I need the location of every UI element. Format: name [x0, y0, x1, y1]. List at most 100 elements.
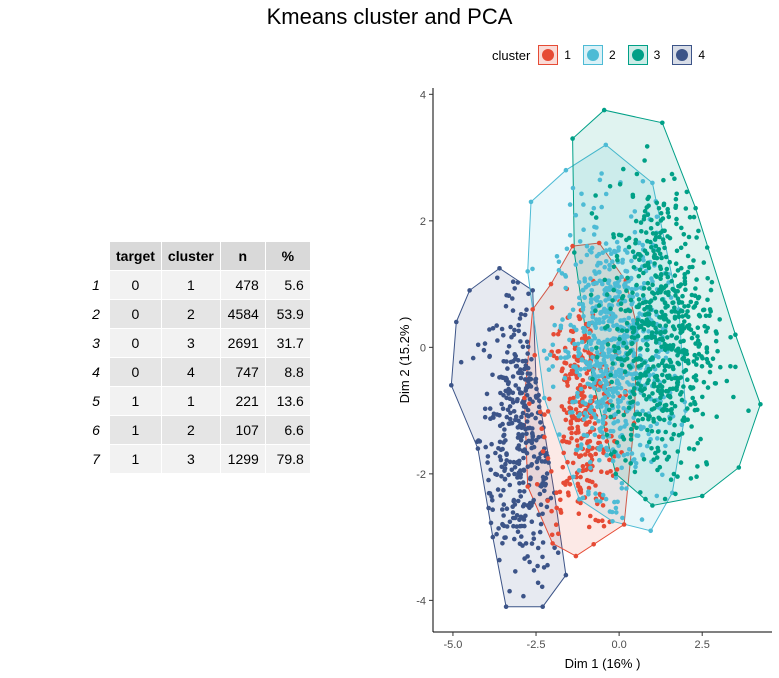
cluster-3-point	[669, 346, 674, 351]
cluster-4-point	[507, 404, 513, 409]
cluster-2-point	[614, 239, 620, 245]
cluster-2-point	[650, 180, 655, 186]
cluster-3-point	[696, 312, 702, 318]
cluster-3-point	[655, 221, 660, 227]
cluster-2-point	[567, 233, 573, 238]
cluster-4-point	[531, 454, 537, 459]
cluster-1-point	[556, 531, 561, 537]
legend-dot-1	[542, 49, 555, 61]
cluster-2-point	[616, 341, 621, 346]
cluster-2-point	[566, 354, 572, 359]
cluster-1-point	[588, 513, 593, 519]
cluster-3-point	[612, 449, 617, 455]
cluster-3-point	[658, 383, 663, 388]
cluster-3-point	[666, 454, 671, 460]
cluster-1-point	[567, 475, 572, 481]
cluster-4-point	[519, 414, 524, 420]
cluster-2-point	[583, 345, 589, 350]
cluster-3-point	[698, 436, 703, 442]
cluster-1-point	[561, 407, 567, 413]
cluster-2-point	[624, 269, 630, 274]
cluster-3-point	[634, 425, 639, 431]
cell-n: 747	[219, 357, 266, 387]
cluster-2-point	[577, 372, 583, 378]
cluster-2-point	[632, 229, 638, 235]
cluster-4-point	[501, 393, 506, 398]
cluster-2-point	[604, 389, 609, 395]
cluster-1-point	[561, 434, 567, 440]
cluster-4-point	[485, 460, 490, 465]
cluster-4-point	[543, 481, 548, 487]
cluster-2-point	[610, 259, 615, 264]
cluster-2-point	[625, 250, 630, 255]
cluster-4-point	[517, 489, 523, 494]
cluster-2-point	[653, 353, 659, 359]
cluster-2-point	[616, 294, 621, 299]
cluster-2-point	[635, 433, 641, 439]
cluster-3-point	[678, 308, 684, 313]
cluster-3-point	[637, 267, 643, 273]
cluster-4-point	[512, 286, 517, 291]
cluster-1-point	[593, 451, 598, 457]
cluster-1-point	[525, 484, 530, 489]
cluster-2-point	[570, 307, 576, 313]
cluster-3-point	[613, 471, 619, 477]
cluster-2-point	[581, 417, 587, 422]
cluster-2-point	[550, 364, 555, 369]
cluster-3-point	[604, 432, 610, 438]
cluster-4-point	[483, 444, 489, 450]
cluster-3-point	[645, 280, 651, 286]
cluster-4-point	[499, 401, 504, 407]
cluster-3-point	[636, 273, 642, 279]
cluster-4-point	[520, 410, 526, 416]
cluster-1-point	[614, 467, 620, 472]
cluster-3-point	[626, 244, 632, 250]
cluster-3-point	[728, 335, 733, 340]
cluster-3-point	[685, 417, 690, 423]
cluster-3-point	[691, 359, 697, 364]
cluster-3-point	[665, 210, 671, 215]
cluster-4-point	[475, 439, 480, 445]
cell-percent: 13.6	[264, 386, 311, 416]
cluster-3-point	[679, 300, 685, 305]
cluster-3-point	[672, 403, 678, 409]
cluster-3-point	[660, 297, 665, 302]
cluster-2-point	[581, 202, 586, 207]
cluster-4-point	[482, 341, 488, 346]
cluster-1-point	[593, 483, 598, 488]
cluster-3-point	[642, 360, 647, 365]
cluster-2-point	[615, 404, 621, 410]
cluster-3-point	[649, 446, 654, 451]
cluster-3-point	[657, 323, 663, 329]
cluster-1-point	[530, 307, 535, 312]
cluster-4-point	[516, 322, 521, 328]
cluster-4-point	[507, 588, 512, 594]
cluster-3-point	[674, 387, 679, 393]
cluster-2-point	[632, 209, 638, 214]
cluster-1-point	[559, 404, 565, 409]
cluster-4-point	[530, 434, 535, 440]
cluster-3-point	[690, 395, 695, 401]
cluster-2-point	[644, 443, 650, 449]
cluster-1-point	[563, 417, 569, 423]
cluster-2-point	[612, 248, 617, 254]
cluster-2-point	[563, 285, 568, 291]
cluster-3-point	[645, 323, 651, 328]
cluster-2-point	[655, 436, 660, 441]
cluster-2-point	[607, 267, 612, 272]
cluster-3-point	[703, 313, 709, 319]
cluster-3-point	[608, 306, 613, 312]
cluster-3-point	[691, 331, 697, 336]
cluster-2-point	[663, 443, 668, 449]
cluster-3-point	[683, 206, 689, 211]
cluster-1-point	[584, 371, 590, 376]
cluster-4-point	[536, 512, 541, 518]
cluster-2-point	[660, 472, 665, 478]
cluster-2-point	[599, 171, 604, 176]
cluster-3-point	[633, 240, 638, 246]
cluster-3-point	[694, 235, 699, 240]
cluster-4-point	[528, 476, 533, 482]
cluster-3-point	[713, 329, 719, 334]
cluster-3-point	[674, 216, 679, 222]
